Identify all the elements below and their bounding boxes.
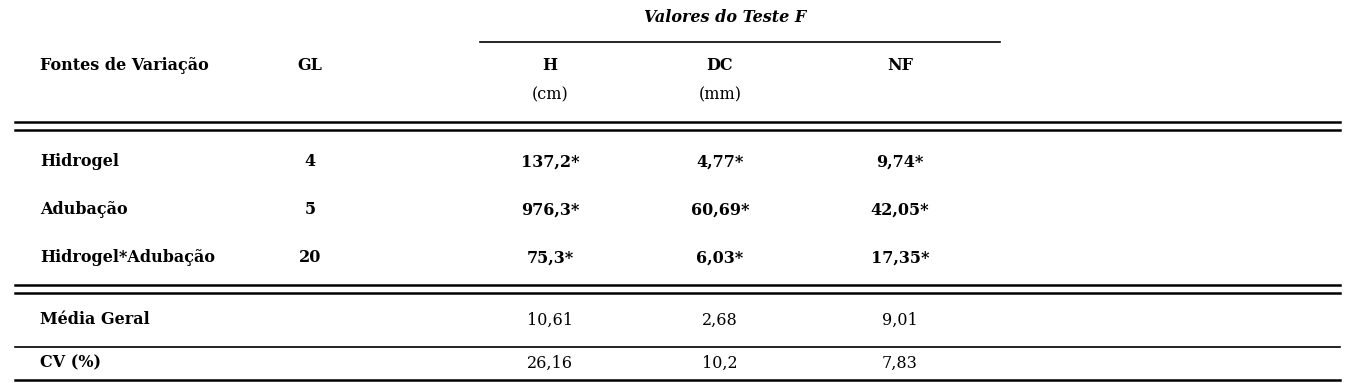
Text: CV (%): CV (%) [39,355,100,372]
Text: 137,2*: 137,2* [521,154,579,170]
Text: Hidrogel*Adubação: Hidrogel*Adubação [39,249,216,267]
Text: 42,05*: 42,05* [871,201,929,218]
Text: 17,35*: 17,35* [871,249,929,267]
Text: GL: GL [297,57,323,74]
Text: (cm): (cm) [532,87,568,103]
Text: 60,69*: 60,69* [690,201,750,218]
Text: Hidrogel: Hidrogel [39,154,119,170]
Text: Média Geral: Média Geral [39,311,149,329]
Text: 4,77*: 4,77* [697,154,743,170]
Text: 7,83: 7,83 [881,355,918,372]
Text: Adubação: Adubação [39,201,127,218]
Text: 10,2: 10,2 [702,355,738,372]
Text: H: H [542,57,557,74]
Text: 5: 5 [305,201,316,218]
Text: 976,3*: 976,3* [521,201,579,218]
Text: 6,03*: 6,03* [697,249,743,267]
Text: Fontes de Variação: Fontes de Variação [39,57,209,74]
Text: NF: NF [887,57,913,74]
Text: 2,68: 2,68 [702,311,738,329]
Text: 75,3*: 75,3* [526,249,574,267]
Text: 9,74*: 9,74* [876,154,923,170]
Text: 9,01: 9,01 [883,311,918,329]
Text: 20: 20 [298,249,321,267]
Text: 4: 4 [305,154,316,170]
Text: DC: DC [706,57,734,74]
Text: Valores do Teste F: Valores do Teste F [644,10,805,26]
Text: 10,61: 10,61 [527,311,574,329]
Text: (mm): (mm) [698,87,742,103]
Text: 26,16: 26,16 [527,355,574,372]
